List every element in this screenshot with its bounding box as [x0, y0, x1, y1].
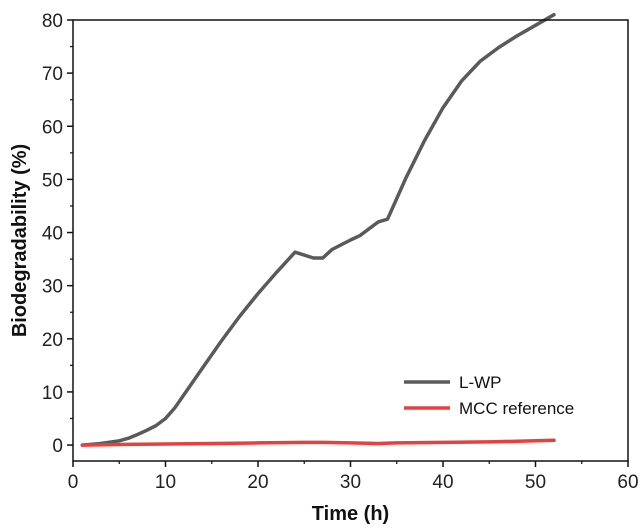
y-tick-label: 50 — [42, 170, 63, 191]
x-tick-label: 60 — [617, 472, 638, 493]
series-layer — [80, 12, 556, 447]
y-tick-label: 10 — [42, 383, 63, 404]
y-tick-label: 80 — [42, 11, 63, 32]
y-tick-label: 70 — [42, 64, 63, 85]
x-tick-label: 0 — [68, 472, 79, 493]
y-tick-label: 30 — [42, 277, 63, 298]
x-tick-label: 50 — [525, 472, 546, 493]
y-tick-label: 60 — [42, 117, 63, 138]
x-tick-label: 20 — [247, 472, 268, 493]
y-axis-title: Biodegradability (%) — [9, 144, 31, 337]
x-tick-label: 40 — [432, 472, 453, 493]
plot-frame — [72, 19, 629, 462]
y-tick-label: 40 — [42, 224, 63, 245]
series-line-l-wp — [80, 12, 556, 447]
x-tick-label: 10 — [155, 472, 176, 493]
x-axis-title: Time (h) — [312, 503, 389, 525]
x-tick-label: 30 — [340, 472, 361, 493]
legend: L-WP MCC reference — [404, 373, 574, 418]
legend-label-mcc-reference: MCC reference — [459, 399, 574, 418]
y-tick-label: 0 — [52, 436, 63, 457]
series-line-mcc-reference — [80, 438, 556, 447]
y-tick-label: 20 — [42, 330, 63, 351]
ticks-layer: 0 10 20 30 40 50 60 0 10 20 30 40 50 60 70 80 — [42, 11, 639, 493]
legend-label-l-wp: L-WP — [459, 373, 502, 392]
